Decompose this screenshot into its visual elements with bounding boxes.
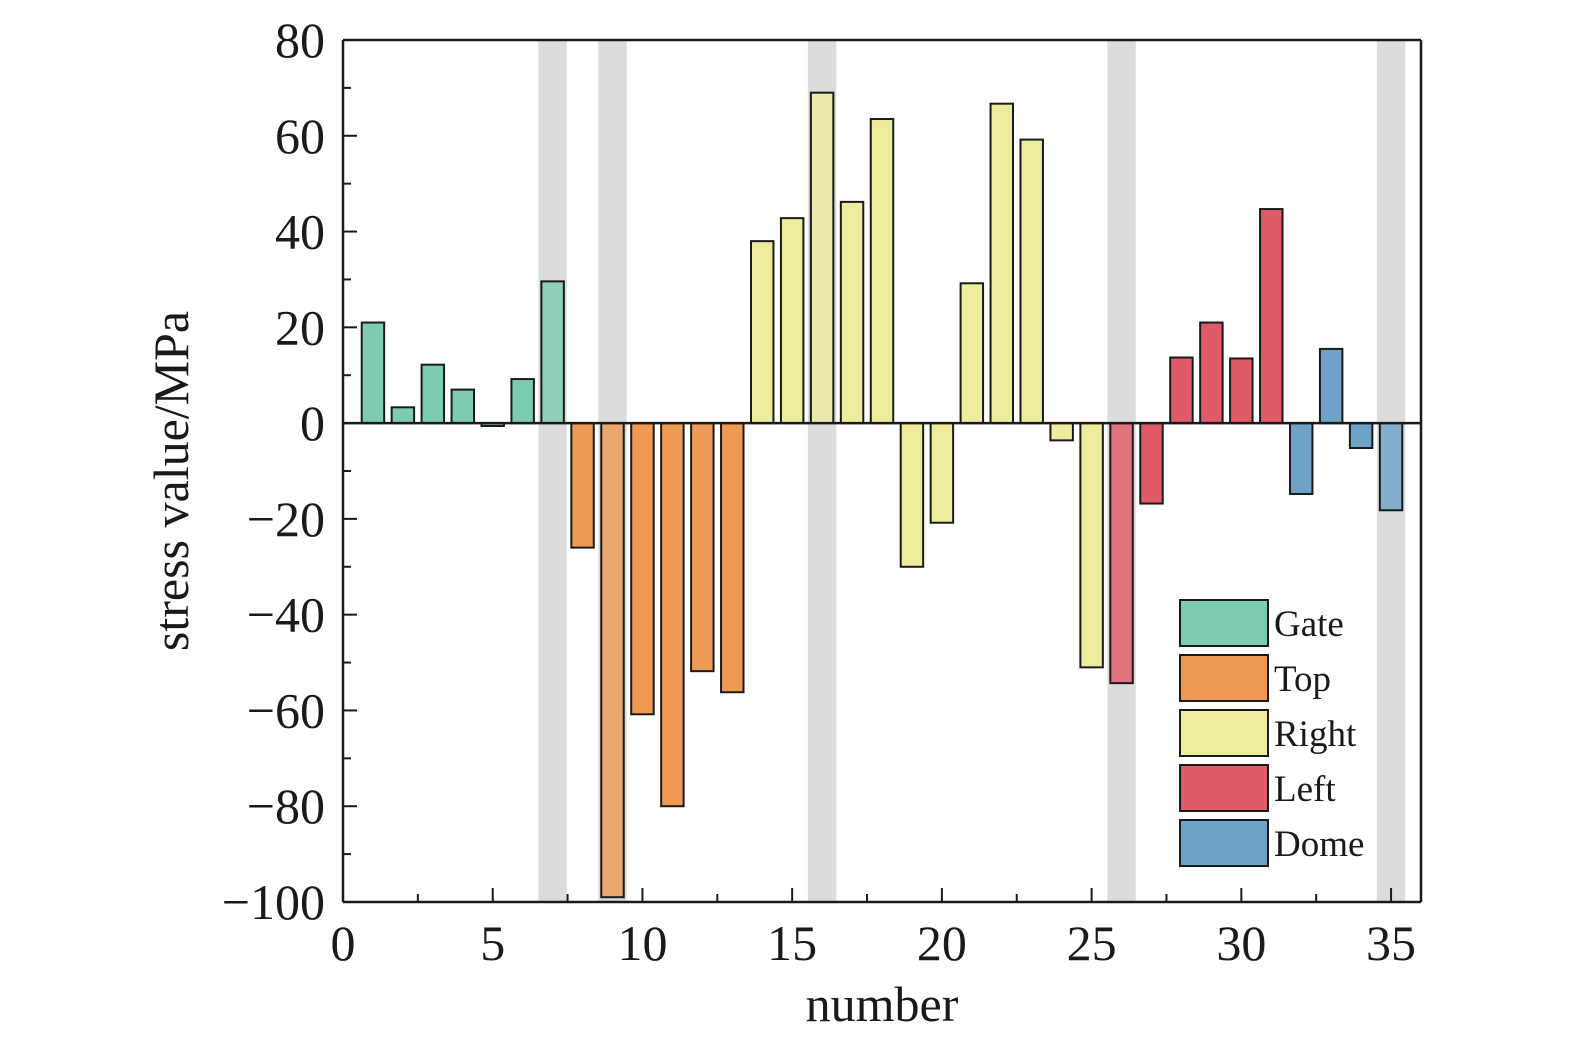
- x-tick-label: 20: [917, 915, 967, 971]
- bar-gate-4: [450, 388, 476, 425]
- bar-dome-33: [1318, 347, 1344, 425]
- x-axis-title: number: [806, 976, 959, 1032]
- y-tick-label: 0: [300, 395, 325, 451]
- y-tick-label: −60: [247, 682, 325, 738]
- bar-right-20: [929, 422, 955, 524]
- bar-right-25: [1079, 422, 1104, 669]
- bar-gate-7: [540, 280, 565, 425]
- bar-right-18: [869, 118, 895, 425]
- bar-top-9: [600, 422, 625, 899]
- legend: Gate Top Right Left Dome: [1179, 599, 1364, 867]
- bar-left-30: [1229, 357, 1254, 425]
- bar-dome-35: [1378, 422, 1404, 512]
- x-tick-label: 10: [617, 915, 667, 971]
- legend-swatch-gate: [1179, 599, 1269, 647]
- x-tick-label: 30: [1216, 915, 1266, 971]
- y-axis-title: stress value/MPa: [143, 311, 199, 651]
- legend-swatch-dome: [1179, 819, 1269, 867]
- bar-right-23: [1019, 138, 1044, 425]
- highlight-band-7: [538, 40, 567, 902]
- bar-right-15: [779, 217, 805, 425]
- bar-gate-1: [360, 321, 386, 425]
- y-tick-label: −100: [222, 874, 325, 930]
- x-tick-label: 0: [331, 915, 356, 971]
- bar-dome-34: [1348, 422, 1374, 450]
- bar-dome-32: [1288, 422, 1314, 495]
- x-tick-label: 15: [767, 915, 817, 971]
- legend-label-gate: Gate: [1274, 604, 1344, 645]
- y-tick-label: −40: [247, 587, 325, 643]
- bar-right-14: [749, 240, 775, 425]
- y-tick-label: 60: [275, 108, 325, 164]
- bar-left-27: [1139, 422, 1164, 505]
- bar-right-21: [959, 282, 985, 425]
- x-tick-label: 25: [1067, 915, 1117, 971]
- bar-left-29: [1199, 321, 1224, 425]
- legend-label-right: Right: [1274, 714, 1357, 755]
- bar-gate-3: [420, 363, 446, 425]
- legend-swatch-right: [1179, 709, 1269, 757]
- bars: [360, 91, 1404, 899]
- x-tick-label: 35: [1366, 915, 1416, 971]
- legend-label-top: Top: [1274, 659, 1331, 700]
- y-tick-label: 40: [275, 204, 325, 260]
- bar-right-16: [809, 91, 835, 425]
- bar-left-31: [1259, 208, 1284, 425]
- bar-top-8: [570, 422, 595, 549]
- bar-top-12: [690, 422, 715, 673]
- bar-top-11: [660, 422, 685, 808]
- legend-swatch-left: [1179, 764, 1269, 812]
- bar-right-24: [1049, 422, 1074, 442]
- bar-right-22: [989, 102, 1015, 425]
- bar-gate-2: [390, 406, 416, 425]
- bar-top-13: [720, 422, 745, 694]
- y-tick-label: 80: [275, 12, 325, 68]
- legend-swatch-top: [1179, 654, 1269, 702]
- bar-right-19: [899, 422, 925, 568]
- bar-left-26: [1109, 422, 1134, 685]
- legend-label-left: Left: [1274, 769, 1336, 810]
- legend-label-dome: Dome: [1274, 824, 1364, 865]
- bar-gate-6: [510, 378, 535, 425]
- x-tick-label: 5: [480, 915, 505, 971]
- y-tick-label: −20: [247, 491, 325, 547]
- bar-left-28: [1169, 356, 1194, 425]
- bar-top-10: [630, 422, 655, 716]
- bar-right-17: [839, 200, 865, 425]
- y-tick-label: 20: [275, 299, 325, 355]
- y-tick-label: −80: [247, 778, 325, 834]
